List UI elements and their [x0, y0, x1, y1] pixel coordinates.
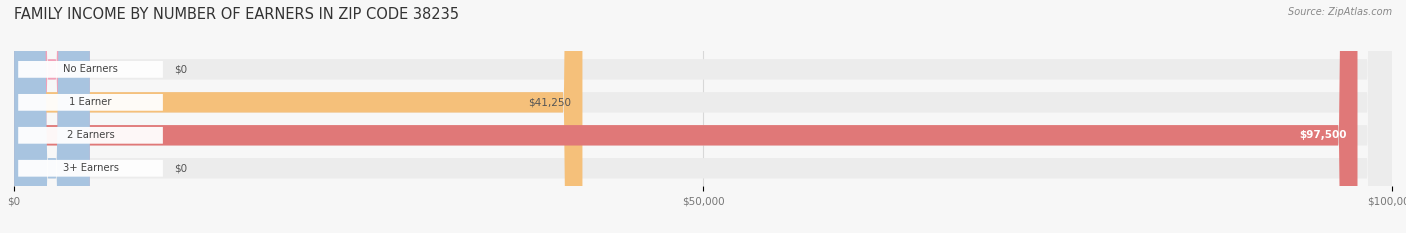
Text: $0: $0 — [174, 64, 187, 74]
FancyBboxPatch shape — [14, 0, 582, 233]
Text: 1 Earner: 1 Earner — [69, 97, 112, 107]
Text: Source: ZipAtlas.com: Source: ZipAtlas.com — [1288, 7, 1392, 17]
FancyBboxPatch shape — [14, 0, 1358, 233]
Text: 2 Earners: 2 Earners — [66, 130, 114, 140]
Text: FAMILY INCOME BY NUMBER OF EARNERS IN ZIP CODE 38235: FAMILY INCOME BY NUMBER OF EARNERS IN ZI… — [14, 7, 460, 22]
Text: 3+ Earners: 3+ Earners — [62, 163, 118, 173]
FancyBboxPatch shape — [14, 0, 90, 233]
FancyBboxPatch shape — [14, 0, 90, 233]
FancyBboxPatch shape — [18, 160, 163, 177]
Text: $0: $0 — [174, 163, 187, 173]
FancyBboxPatch shape — [14, 0, 1392, 233]
Text: No Earners: No Earners — [63, 64, 118, 74]
FancyBboxPatch shape — [18, 127, 163, 144]
FancyBboxPatch shape — [18, 61, 163, 78]
Text: $41,250: $41,250 — [529, 97, 571, 107]
FancyBboxPatch shape — [14, 0, 1392, 233]
Text: $97,500: $97,500 — [1299, 130, 1347, 140]
FancyBboxPatch shape — [18, 94, 163, 111]
FancyBboxPatch shape — [14, 0, 1392, 233]
FancyBboxPatch shape — [14, 0, 1392, 233]
